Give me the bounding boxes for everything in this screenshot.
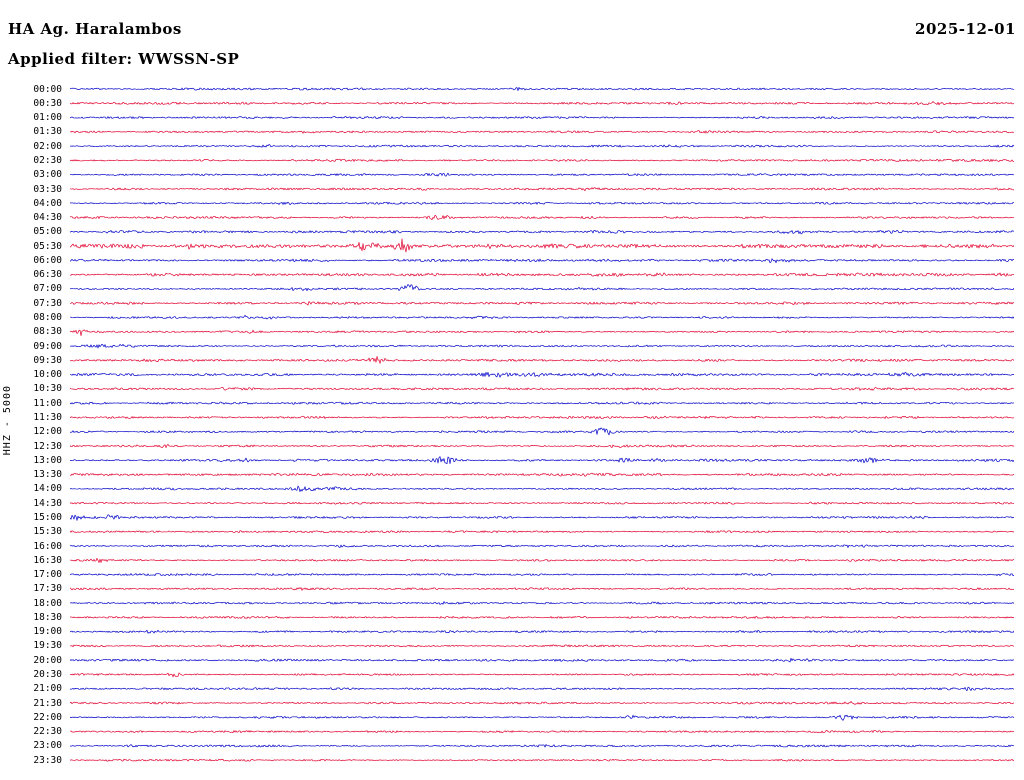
y-axis-label: HHZ - 5000 xyxy=(2,385,13,456)
time-label: 21:00 xyxy=(33,683,62,695)
time-label: 19:30 xyxy=(33,640,62,652)
time-label: 09:30 xyxy=(33,354,62,366)
time-label: 21:30 xyxy=(33,697,62,709)
time-label: 16:00 xyxy=(33,540,62,552)
time-label: 03:30 xyxy=(33,183,62,195)
time-labels-column: 00:00 00:30 01:00 01:30 02:00 02:30 03:00 03:30… xyxy=(22,0,62,780)
time-label: 02:30 xyxy=(33,154,62,166)
time-label: 13:00 xyxy=(33,454,62,466)
time-label: 01:00 xyxy=(33,112,62,124)
time-label: 04:00 xyxy=(33,197,62,209)
time-label: 11:30 xyxy=(33,411,62,423)
time-label: 05:30 xyxy=(33,240,62,252)
time-label: 23:30 xyxy=(33,754,62,766)
time-label: 06:00 xyxy=(33,254,62,266)
station-title: HA Ag. Haralambos xyxy=(8,20,182,38)
time-label: 15:30 xyxy=(33,526,62,538)
time-label: 23:00 xyxy=(33,740,62,752)
time-label: 10:00 xyxy=(33,369,62,381)
time-label: 14:30 xyxy=(33,497,62,509)
time-label: 14:00 xyxy=(33,483,62,495)
time-label: 22:00 xyxy=(33,711,62,723)
time-label: 09:00 xyxy=(33,340,62,352)
time-label: 03:00 xyxy=(33,169,62,181)
time-label: 12:30 xyxy=(33,440,62,452)
time-label: 07:00 xyxy=(33,283,62,295)
time-label: 17:00 xyxy=(33,569,62,580)
time-label: 01:30 xyxy=(33,126,62,138)
time-label: 19:00 xyxy=(33,626,62,638)
time-label: 20:00 xyxy=(33,654,62,666)
time-label: 20:30 xyxy=(33,669,62,680)
time-label: 05:00 xyxy=(33,226,62,238)
time-label: 08:00 xyxy=(33,312,62,323)
time-label: 22:30 xyxy=(33,726,62,738)
time-label: 00:00 xyxy=(33,83,62,95)
time-label: 04:30 xyxy=(33,212,62,223)
time-label: 07:30 xyxy=(33,297,62,309)
date-label: 2025-12-01 xyxy=(915,20,1016,38)
filter-label: Applied filter: WWSSN-SP xyxy=(8,50,240,68)
time-label: 18:30 xyxy=(33,611,62,623)
time-label: 11:00 xyxy=(33,397,62,409)
time-label: 12:00 xyxy=(33,426,62,438)
time-label: 18:00 xyxy=(33,597,62,609)
time-label: 02:00 xyxy=(33,140,62,152)
time-label: 06:30 xyxy=(33,269,62,281)
time-label: 08:30 xyxy=(33,326,62,338)
seismogram-canvas xyxy=(70,82,1014,768)
time-label: 00:30 xyxy=(33,97,62,109)
time-label: 13:30 xyxy=(33,469,62,481)
header: HA Ag. Haralambos 2025-12-01 xyxy=(8,20,1016,38)
time-label: 16:30 xyxy=(33,554,62,566)
time-label: 10:30 xyxy=(33,383,62,395)
time-label: 17:30 xyxy=(33,583,62,595)
time-label: 15:00 xyxy=(33,511,62,523)
